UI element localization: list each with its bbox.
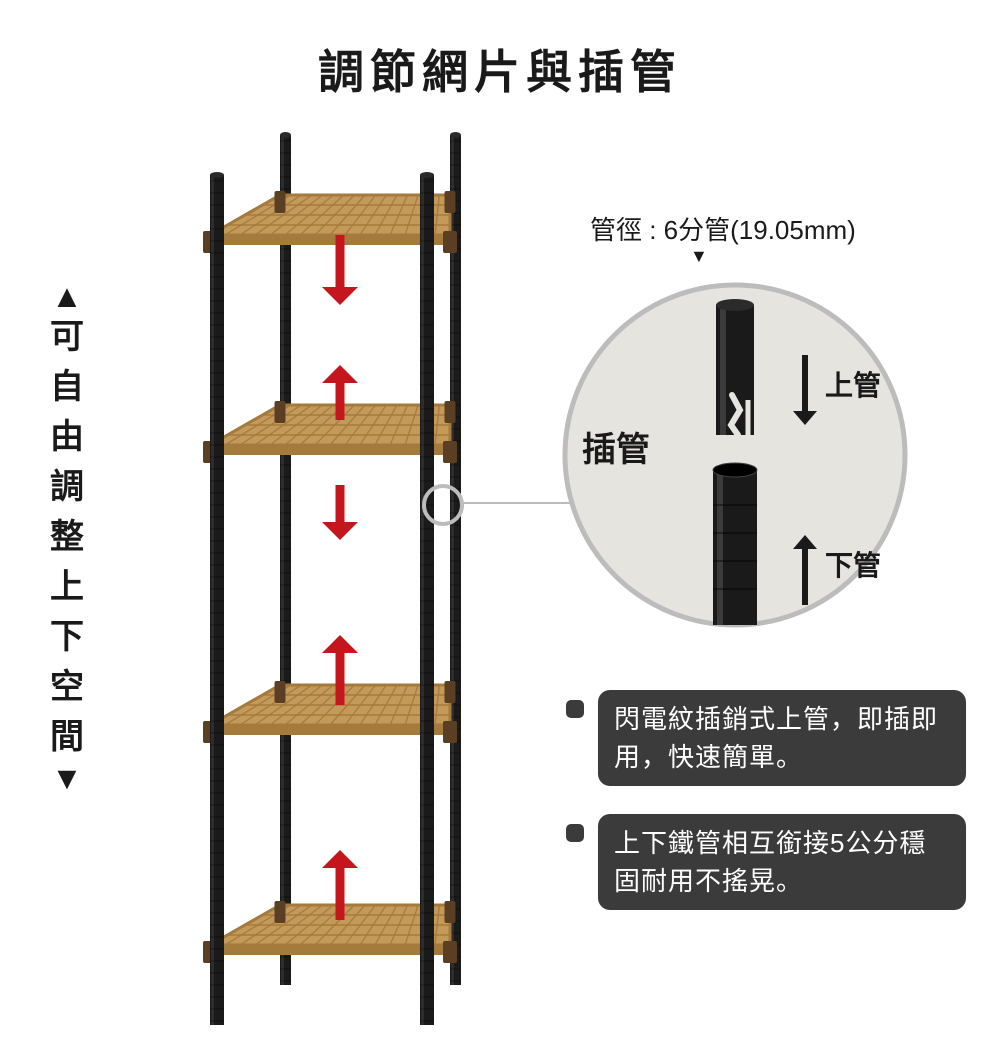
arrow-down-icon: ▼ <box>44 762 90 794</box>
feature-bullets: 閃電紋插銷式上管，即插即用，快速簡單。上下鐵管相互銜接5公分穩固耐用不搖晃。 <box>566 690 966 938</box>
side-adjust-label: ▲ 可自由調整上下空間 ▼ <box>44 280 90 794</box>
arrow-up-icon: ▲ <box>44 280 90 312</box>
page-title: 調節網片與插管 <box>0 36 1000 102</box>
svg-text:上管: 上管 <box>825 369 881 401</box>
pipe-detail: 插管 上管下管 <box>560 240 960 670</box>
shelving-diagram <box>150 115 470 965</box>
svg-text:下管: 下管 <box>825 549 881 581</box>
bullet-text: 上下鐵管相互銜接5公分穩固耐用不搖晃。 <box>598 814 966 910</box>
bullet-text: 閃電紋插銷式上管，即插即用，快速簡單。 <box>598 690 966 786</box>
bullet-item: 閃電紋插銷式上管，即插即用，快速簡單。 <box>566 690 966 786</box>
bullet-item: 上下鐵管相互銜接5公分穩固耐用不搖晃。 <box>566 814 966 910</box>
bullet-dot-icon <box>566 824 584 842</box>
svg-text:插管: 插管 <box>582 431 650 469</box>
bullet-dot-icon <box>566 700 584 718</box>
callout-ring-icon <box>422 484 464 526</box>
